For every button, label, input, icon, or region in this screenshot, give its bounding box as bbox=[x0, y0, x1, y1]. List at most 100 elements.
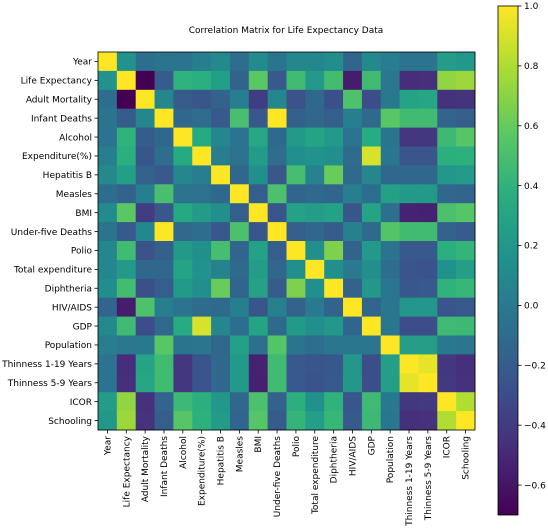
heatmap-cell bbox=[399, 316, 419, 336]
y-tick-label: HIV/AIDS bbox=[52, 303, 92, 313]
heatmap-cell bbox=[248, 316, 269, 336]
heatmap-cell bbox=[286, 184, 306, 204]
x-tick-label: Diphtheria bbox=[330, 436, 340, 483]
heatmap-cell bbox=[248, 89, 269, 110]
heatmap-cell bbox=[437, 89, 457, 110]
heatmap-cell bbox=[135, 392, 155, 412]
heatmap-cell bbox=[437, 373, 457, 393]
heatmap-cell bbox=[380, 335, 400, 355]
heatmap-cell bbox=[456, 373, 476, 393]
heatmap-cell bbox=[98, 203, 118, 223]
heatmap-cell bbox=[248, 165, 269, 185]
heatmap-cell bbox=[173, 70, 193, 91]
heatmap-cell bbox=[229, 222, 250, 242]
heatmap-cell bbox=[456, 278, 476, 299]
heatmap-cell bbox=[116, 335, 137, 355]
heatmap-cell bbox=[211, 222, 231, 242]
heatmap-cell bbox=[305, 165, 325, 185]
heatmap-cell bbox=[399, 165, 419, 185]
heatmap-cell bbox=[418, 373, 438, 393]
heatmap-cell bbox=[229, 373, 250, 393]
y-tick-label: Population bbox=[45, 341, 92, 351]
heatmap-cell bbox=[343, 316, 363, 336]
heatmap-cell bbox=[211, 70, 231, 91]
heatmap-cell bbox=[286, 373, 306, 393]
heatmap-cell bbox=[437, 278, 457, 299]
heatmap-cell bbox=[135, 241, 155, 261]
heatmap-cell bbox=[437, 184, 457, 204]
heatmap-cell bbox=[305, 89, 325, 110]
heatmap-cell bbox=[173, 89, 193, 110]
heatmap-cell bbox=[380, 52, 400, 72]
heatmap-cell bbox=[154, 52, 174, 72]
heatmap-cell bbox=[211, 203, 231, 223]
heatmap-cell bbox=[399, 392, 419, 412]
heatmap-cell bbox=[305, 146, 325, 166]
heatmap-cell bbox=[154, 203, 174, 223]
heatmap-cell bbox=[456, 108, 476, 128]
heatmap-cell bbox=[305, 70, 325, 91]
heatmap-cell bbox=[361, 259, 382, 280]
y-tick-label: Total expenditure bbox=[13, 266, 92, 276]
heatmap-cell bbox=[192, 203, 212, 223]
x-tick-label: Schooling bbox=[462, 436, 472, 480]
heatmap-cell bbox=[116, 316, 137, 336]
heatmap-cell bbox=[211, 127, 231, 147]
heatmap-cell bbox=[343, 52, 363, 72]
heatmap-cell bbox=[286, 127, 306, 147]
heatmap-cell bbox=[343, 354, 363, 374]
heatmap-cell bbox=[286, 52, 306, 72]
y-tick-label: Measles bbox=[56, 190, 93, 200]
heatmap-cell bbox=[154, 184, 174, 204]
heatmap-cell bbox=[399, 222, 419, 242]
heatmap-cell bbox=[211, 278, 231, 299]
heatmap-cell bbox=[343, 203, 363, 223]
heatmap-cell bbox=[399, 146, 419, 166]
heatmap-cell bbox=[116, 52, 137, 72]
heatmap-cell bbox=[192, 108, 212, 128]
heatmap-cell bbox=[286, 146, 306, 166]
heatmap-cell bbox=[116, 373, 137, 393]
heatmap-cell bbox=[324, 89, 344, 110]
heatmap-cell bbox=[248, 278, 269, 299]
heatmap-cell bbox=[437, 52, 457, 72]
x-tick-label: Total expenditure bbox=[311, 436, 321, 515]
heatmap-cell bbox=[116, 146, 137, 166]
heatmap-cell bbox=[437, 108, 457, 128]
heatmap-cell bbox=[135, 203, 155, 223]
heatmap-cell bbox=[418, 146, 438, 166]
heatmap-cell bbox=[437, 392, 457, 412]
y-tick-label: Diphtheria bbox=[45, 284, 92, 294]
heatmap-cell bbox=[248, 222, 269, 242]
heatmap-cell bbox=[98, 411, 118, 431]
y-tick-label: ICOR bbox=[70, 398, 92, 408]
heatmap-cell bbox=[267, 278, 287, 299]
heatmap-cell bbox=[229, 354, 250, 374]
heatmap-cell bbox=[361, 316, 382, 336]
heatmap-cell bbox=[98, 89, 118, 110]
heatmap-cell bbox=[418, 165, 438, 185]
heatmap-cell bbox=[456, 241, 476, 261]
heatmap-cell bbox=[361, 373, 382, 393]
heatmap-cell bbox=[361, 89, 382, 110]
heatmap-cell bbox=[437, 411, 457, 431]
y-tick-label: Schooling bbox=[48, 417, 92, 427]
heatmap-cell bbox=[98, 146, 118, 166]
heatmap-cell bbox=[324, 316, 344, 336]
heatmap-cell bbox=[211, 259, 231, 280]
heatmap-cell bbox=[286, 297, 306, 317]
heatmap-cell bbox=[267, 259, 287, 280]
heatmap-cell bbox=[380, 108, 400, 128]
heatmap-cell bbox=[229, 392, 250, 412]
heatmap-cell bbox=[135, 297, 155, 317]
heatmap-cell bbox=[116, 354, 137, 374]
heatmap-cell bbox=[361, 278, 382, 299]
y-tick-label: Under-five Deaths bbox=[11, 228, 93, 238]
colorbar-tick-label: 0.8 bbox=[524, 62, 539, 72]
heatmap-cell bbox=[154, 70, 174, 91]
heatmap-cell bbox=[343, 70, 363, 91]
heatmap-cell bbox=[456, 335, 476, 355]
heatmap-cell bbox=[267, 203, 287, 223]
heatmap-cell bbox=[248, 241, 269, 261]
